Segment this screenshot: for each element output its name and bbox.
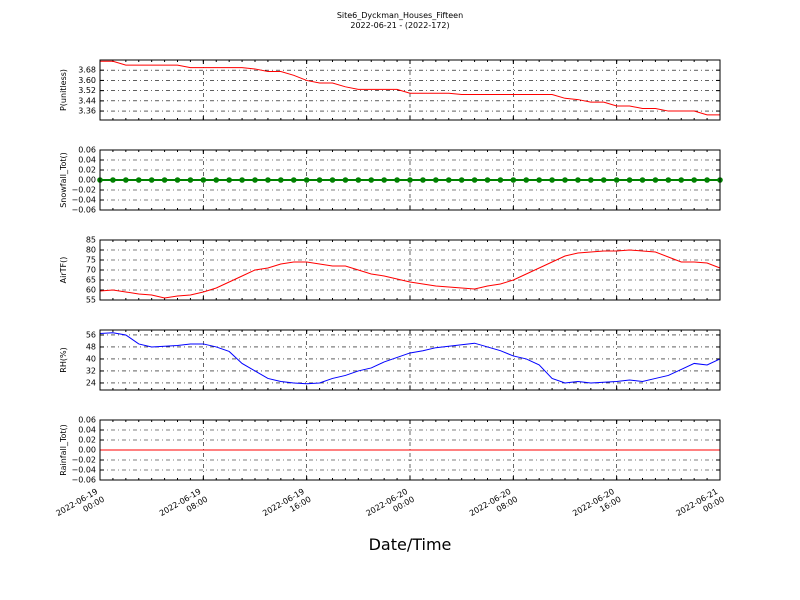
y-tick-label: 70	[86, 266, 96, 275]
data-line	[99, 332, 721, 385]
y-tick-label: −0.04	[71, 196, 96, 205]
y-axis-label: P(unitless)	[59, 69, 68, 111]
data-marker	[329, 177, 336, 183]
data-marker	[523, 177, 530, 183]
y-tick-label: 0.06	[78, 146, 96, 155]
data-marker	[213, 177, 220, 183]
y-tick-label: 0.04	[78, 426, 96, 435]
y-tick-label: −0.02	[71, 186, 96, 195]
data-marker	[265, 177, 271, 183]
y-tick-label: 55	[86, 296, 96, 305]
y-tick-label: 60	[86, 286, 96, 295]
data-marker	[549, 177, 555, 183]
data-marker	[639, 177, 646, 183]
y-tick-label: −0.04	[71, 466, 96, 475]
data-marker	[497, 177, 504, 183]
data-marker	[445, 177, 452, 183]
y-tick-label: 3.52	[78, 86, 96, 95]
data-marker	[588, 177, 594, 183]
y-tick-label: −0.02	[71, 456, 96, 465]
y-axis-label: Rainfall_Tot()	[59, 424, 68, 476]
data-marker	[536, 177, 542, 183]
y-axis-label: Snowfall_Tot()	[59, 152, 68, 208]
data-marker	[110, 177, 116, 183]
axes-frame	[99, 59, 721, 121]
data-marker	[355, 177, 362, 183]
axes-frame	[99, 329, 721, 391]
data-marker	[678, 177, 685, 183]
y-tick-label: 40	[86, 354, 96, 363]
data-marker	[226, 177, 232, 183]
data-marker	[575, 177, 581, 183]
figure-title: Site6_Dyckman_Houses_Fifteen	[337, 11, 463, 20]
data-marker	[626, 177, 633, 183]
data-marker	[200, 177, 207, 183]
data-marker	[278, 177, 284, 183]
data-marker	[174, 177, 181, 183]
data-marker	[652, 177, 659, 183]
data-marker	[303, 177, 310, 183]
axes-frame	[99, 239, 721, 301]
data-marker	[381, 177, 387, 183]
y-tick-label: 24	[86, 378, 96, 387]
data-marker	[187, 177, 194, 183]
data-marker	[613, 177, 620, 183]
data-marker	[342, 177, 349, 183]
data-marker	[510, 177, 517, 183]
data-marker	[123, 177, 129, 183]
y-tick-label: 0.06	[78, 416, 96, 425]
data-marker	[394, 177, 400, 183]
axes-frame	[99, 419, 721, 481]
data-marker	[433, 177, 439, 183]
data-marker	[148, 177, 155, 183]
data-marker	[484, 177, 491, 183]
y-tick-label: 3.44	[78, 96, 96, 105]
data-marker	[691, 177, 697, 183]
figure-subtitle: 2022-06-21 - (2022-172)	[350, 21, 449, 30]
y-tick-label: 0.00	[78, 176, 96, 185]
y-tick-label: −0.06	[71, 206, 96, 215]
data-marker	[161, 177, 168, 183]
data-marker	[290, 177, 297, 183]
x-axis-label: Date/Time	[369, 535, 452, 554]
y-axis-label: RH(%)	[59, 347, 68, 372]
axes-frame	[99, 149, 721, 211]
data-marker	[704, 177, 710, 183]
data-marker	[316, 177, 323, 183]
y-tick-label: 0.04	[78, 156, 96, 165]
data-marker	[458, 177, 465, 183]
y-tick-label: 48	[86, 342, 96, 351]
data-marker	[600, 177, 607, 183]
y-tick-label: 85	[86, 236, 96, 245]
data-line	[100, 60, 720, 116]
y-tick-label: 3.60	[78, 76, 96, 85]
data-marker	[368, 177, 375, 183]
y-tick-label: 65	[86, 276, 96, 285]
data-marker	[239, 177, 245, 183]
y-tick-label: 32	[86, 366, 96, 375]
y-tick-label: 80	[86, 246, 96, 255]
y-tick-label: 75	[86, 256, 96, 265]
y-axis-label: AirTF()	[59, 257, 68, 284]
y-tick-label: 56	[86, 330, 96, 339]
data-marker	[135, 177, 142, 183]
y-tick-label: 3.68	[78, 66, 96, 75]
data-marker	[252, 177, 258, 183]
data-marker	[420, 177, 426, 183]
data-marker	[562, 177, 568, 183]
data-marker	[665, 177, 672, 183]
data-marker	[407, 177, 413, 183]
y-tick-label: −0.06	[71, 476, 96, 485]
data-marker	[471, 177, 478, 183]
data-line	[99, 249, 721, 299]
y-tick-label: 0.00	[78, 446, 96, 455]
y-tick-label: 0.02	[78, 436, 96, 445]
y-tick-label: 0.02	[78, 166, 96, 175]
y-tick-label: 3.36	[78, 107, 96, 116]
